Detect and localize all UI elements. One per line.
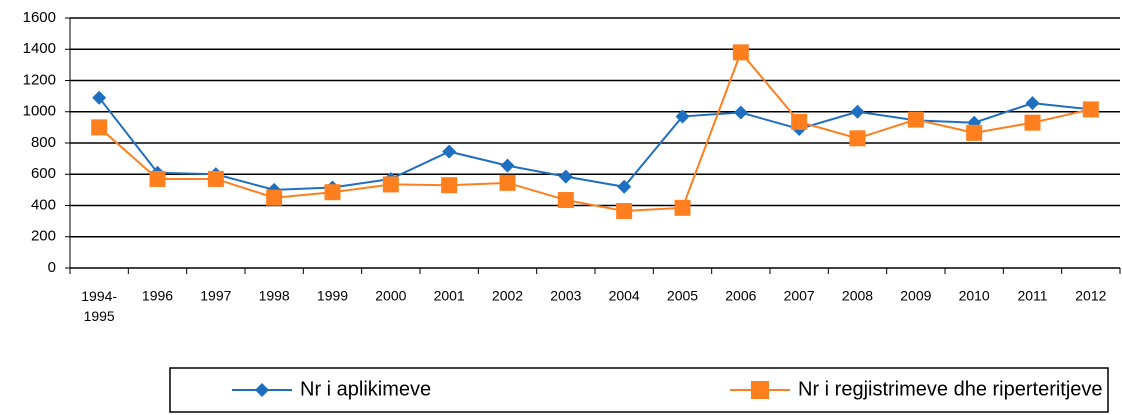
x-tick-label: 2011 xyxy=(1017,288,1047,304)
point xyxy=(382,176,399,193)
point xyxy=(500,158,515,173)
y-tick-label: 1400 xyxy=(23,40,56,57)
point xyxy=(92,90,107,105)
y-tick-label: 400 xyxy=(31,196,56,213)
point xyxy=(91,119,108,136)
x-tick-label: 1998 xyxy=(259,288,290,304)
point xyxy=(1082,101,1099,118)
point xyxy=(557,192,574,209)
point xyxy=(674,199,691,216)
point xyxy=(207,170,224,187)
point xyxy=(499,174,516,191)
y-tick-label: 0 xyxy=(48,259,56,276)
x-tick-label: 2006 xyxy=(725,288,756,304)
point xyxy=(907,111,924,128)
x-tick-label: 2002 xyxy=(492,288,523,304)
x-tick-label: 2009 xyxy=(900,288,931,304)
line xyxy=(98,50,1092,212)
y-tick-label: 200 xyxy=(31,228,56,245)
point xyxy=(966,124,983,141)
legend-marker xyxy=(255,383,269,397)
y-tick-label: 600 xyxy=(31,165,56,182)
x-tick-label: 2000 xyxy=(375,288,406,304)
x-tick-label: 2004 xyxy=(609,288,640,304)
point xyxy=(441,177,458,194)
x-tick-label: 1994-1995 xyxy=(81,288,117,324)
legend-box xyxy=(169,367,1109,413)
legend-marker xyxy=(751,381,769,399)
point xyxy=(732,44,749,61)
point xyxy=(149,170,166,187)
x-tick-label: 2003 xyxy=(550,288,581,304)
x-tick-label: 2007 xyxy=(784,288,815,304)
point xyxy=(558,169,573,184)
x-tick-label: 1999 xyxy=(317,288,348,304)
point xyxy=(733,105,748,120)
x-tick-label: 2012 xyxy=(1075,288,1106,304)
x-tick-label: 2001 xyxy=(434,288,465,304)
point xyxy=(849,130,866,147)
y-tick-label: 800 xyxy=(31,134,56,151)
legend-label: Nr i regjistrimeve dhe riperteritjeve xyxy=(798,378,1103,400)
x-tick-label: 1997 xyxy=(200,288,231,304)
point xyxy=(850,104,865,119)
legend-label: Nr i aplikimeve xyxy=(300,378,431,400)
y-tick-label: 1000 xyxy=(23,103,56,120)
point xyxy=(442,144,457,159)
point xyxy=(266,189,283,206)
x-tick-label: 2005 xyxy=(667,288,698,304)
point xyxy=(616,202,633,219)
point xyxy=(324,184,341,201)
point xyxy=(1025,96,1040,111)
point xyxy=(617,179,632,194)
point xyxy=(1024,114,1041,131)
line xyxy=(98,97,1091,191)
point xyxy=(675,109,690,124)
x-tick-label: 2010 xyxy=(959,288,990,304)
y-tick-label: 1200 xyxy=(23,71,56,88)
x-tick-label: 2008 xyxy=(842,288,873,304)
x-tick-label: 1996 xyxy=(142,288,173,304)
y-tick-label: 1600 xyxy=(23,9,56,26)
point xyxy=(791,113,808,130)
